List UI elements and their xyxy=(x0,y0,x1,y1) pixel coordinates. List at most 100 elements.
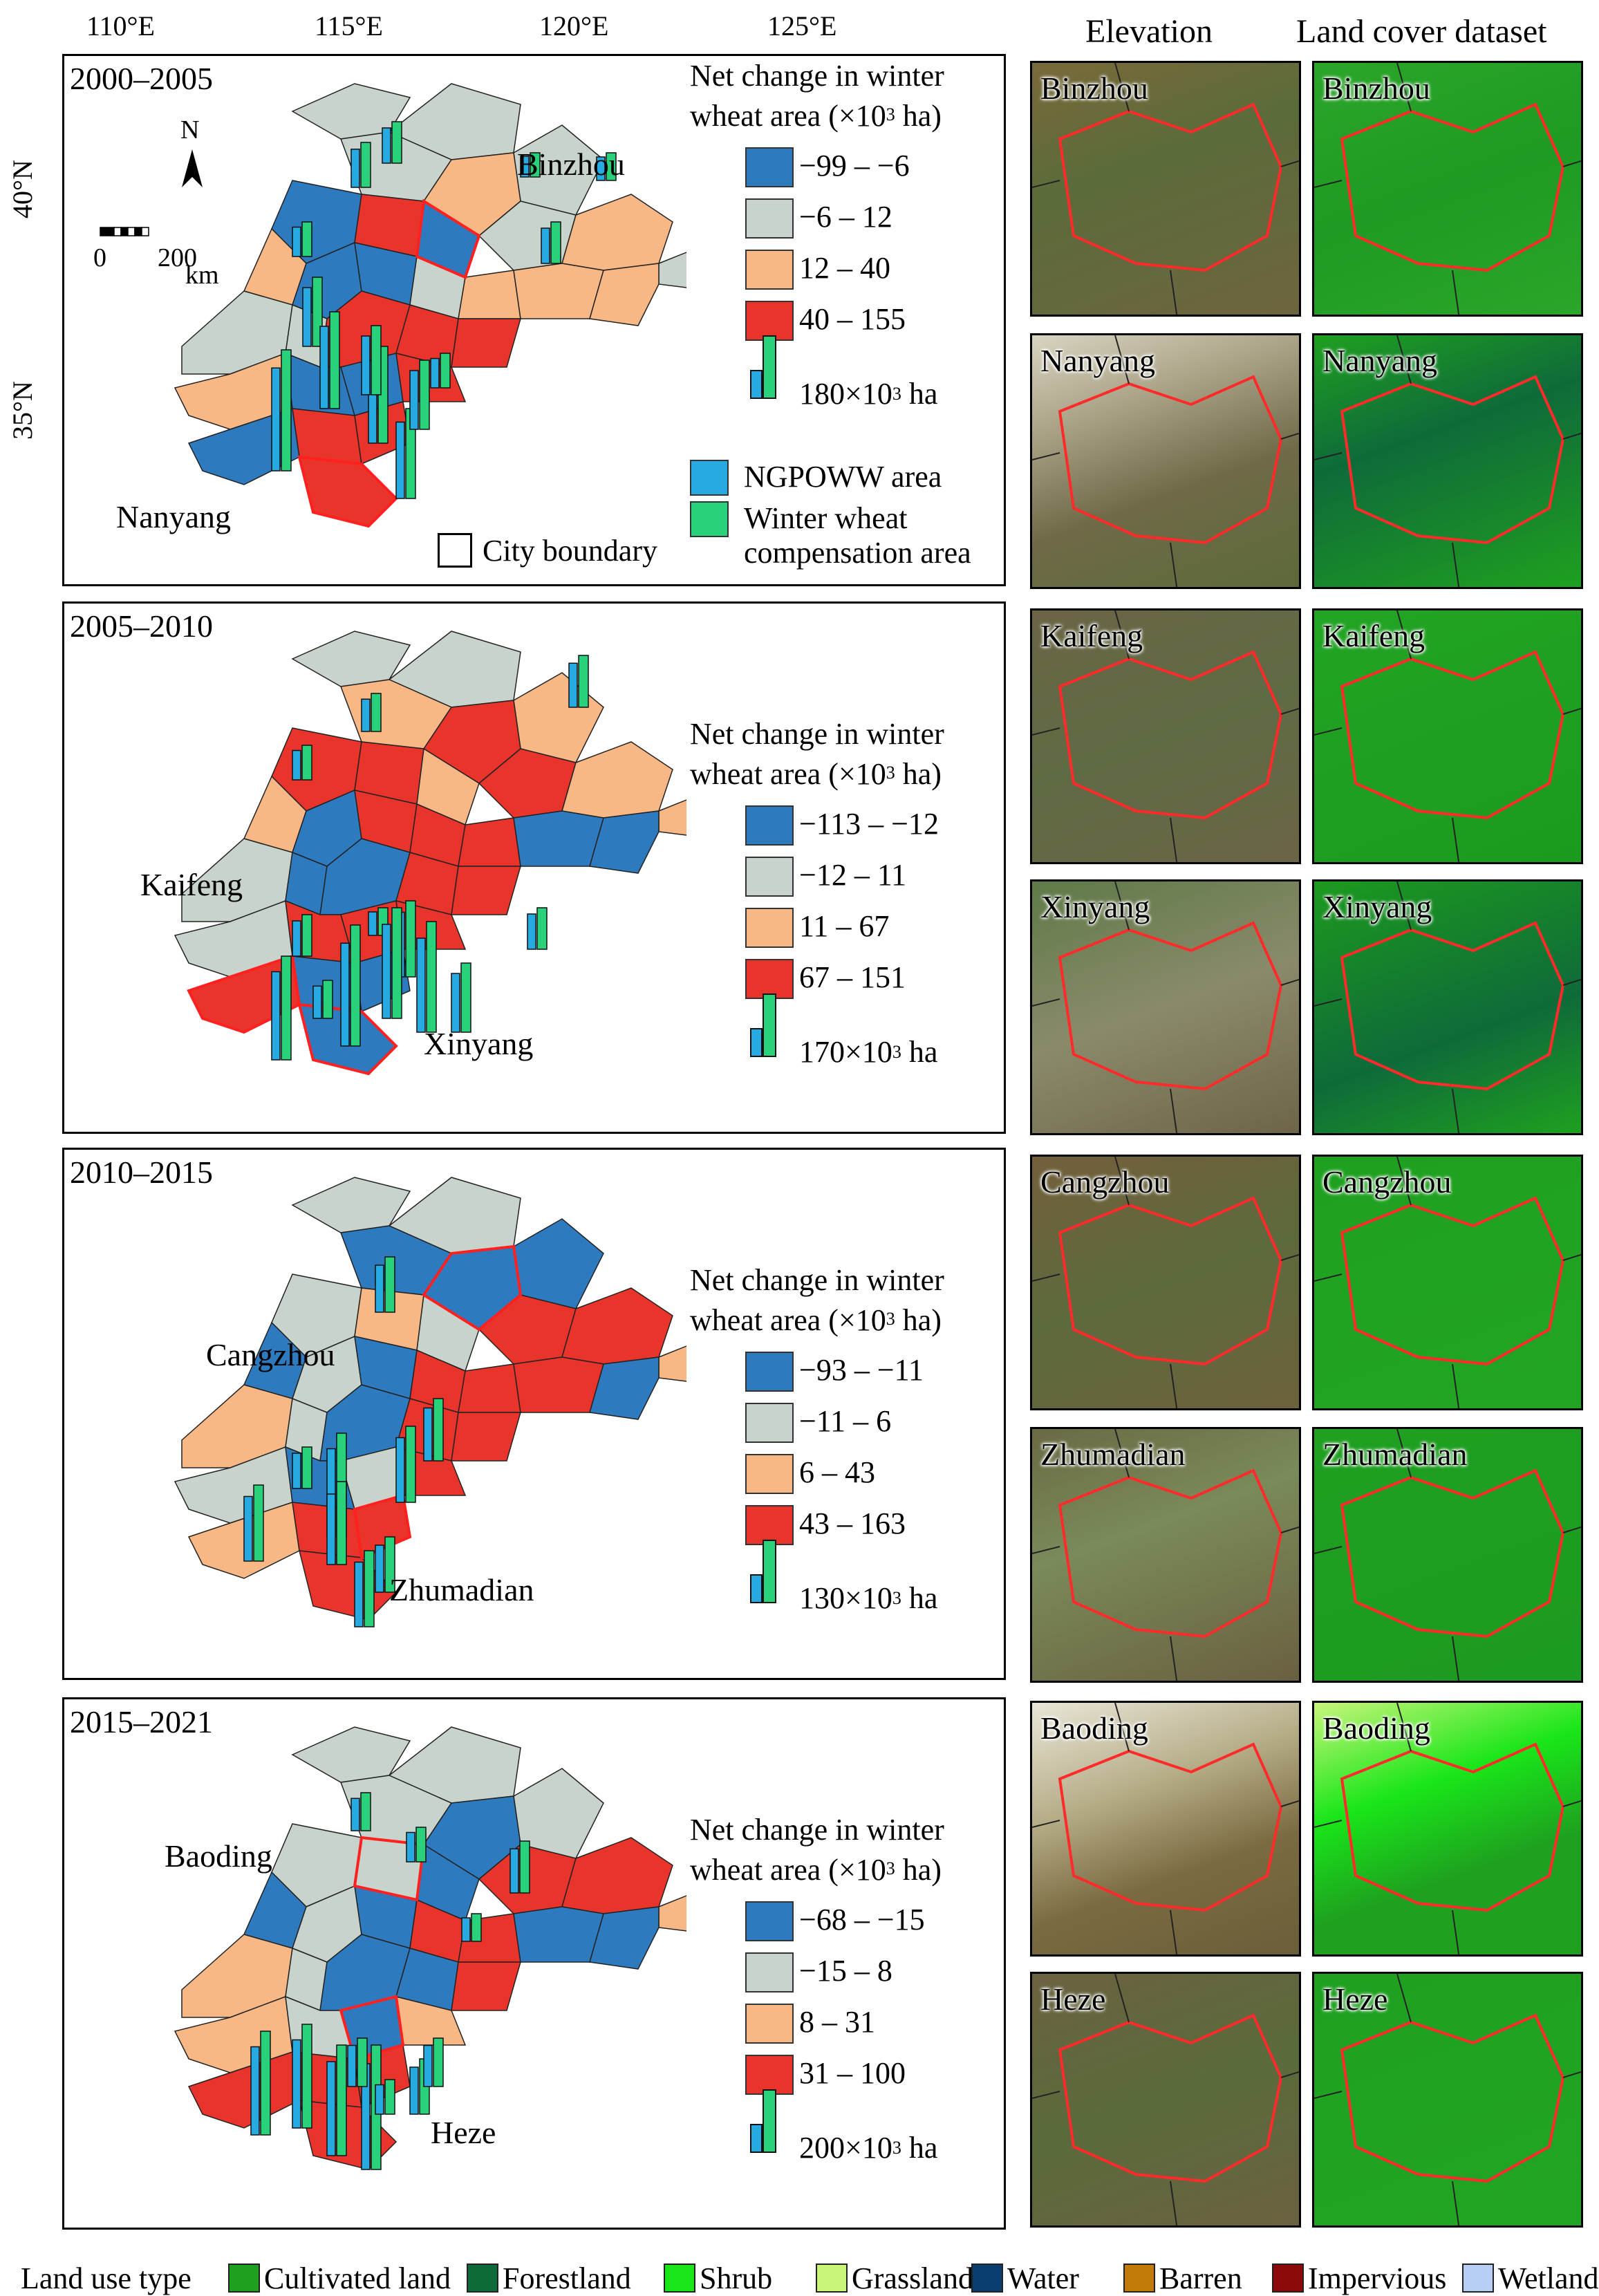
north-arrow-icon xyxy=(182,149,203,187)
legend-class-label: −113 – −12 xyxy=(799,807,939,841)
city-outline xyxy=(1032,63,1299,315)
scale-bar xyxy=(100,227,149,236)
city-outline xyxy=(1032,881,1299,1133)
bar-scale-icon xyxy=(750,2089,776,2153)
city-outline xyxy=(1314,610,1581,862)
bar-scale-label: 130×103 ha xyxy=(799,1581,938,1615)
legend-title-line2: wheat area (×103 ha) xyxy=(690,99,942,133)
legend-class-label: −6 – 12 xyxy=(799,200,892,234)
city-region xyxy=(451,318,521,368)
city-label: Nanyang xyxy=(116,499,232,534)
map-panel-1: 2000–2005 Binzhou Nanyang N 0 200 km City bound… xyxy=(62,54,1006,586)
lat-tick-35: 35°N xyxy=(6,381,38,440)
choropleth-map xyxy=(174,631,686,1076)
city-region xyxy=(513,810,604,867)
city-region xyxy=(458,270,521,319)
city-region xyxy=(451,1412,521,1462)
wheat-area-bar xyxy=(312,980,333,1019)
land-use-label: Water xyxy=(1007,2261,1079,2295)
elevation-header: Elevation xyxy=(1085,13,1213,50)
wheat-area-bar xyxy=(292,914,312,957)
city-label: Binzhou xyxy=(517,147,625,182)
legend-swatch xyxy=(745,2004,794,2044)
land-use-swatch xyxy=(1462,2264,1494,2293)
legend-swatch xyxy=(745,1901,794,1941)
landcover-tile: Kaifeng xyxy=(1312,608,1583,864)
wheat-area-bar xyxy=(319,311,340,409)
wheat-area-bar xyxy=(292,1446,312,1489)
city-outline xyxy=(1314,881,1581,1133)
legend-class-label: −99 – −6 xyxy=(799,149,910,183)
wheat-area-bar xyxy=(361,325,382,395)
legend-swatch xyxy=(745,1403,794,1443)
landcover-tile: Zhumadian xyxy=(1312,1427,1583,1683)
wheat-area-bar xyxy=(271,955,292,1061)
city-region xyxy=(513,672,604,763)
north-label: N xyxy=(180,115,200,144)
elevation-tile: Heze xyxy=(1030,1972,1301,2228)
tile-city-label: Heze xyxy=(1040,1981,1106,2017)
wheat-area-bar xyxy=(430,353,451,389)
legend-title-line2: wheat area (×103 ha) xyxy=(690,1303,942,1337)
city-label: Xinyang xyxy=(424,1026,534,1061)
city-region xyxy=(513,1356,604,1413)
bar-scale-icon xyxy=(750,993,776,1057)
map-panel-4: 2015–2021 Baoding Heze Net change in winter… xyxy=(62,1697,1006,2230)
elevation-tile: Baoding xyxy=(1030,1701,1301,1957)
scale-bar-unit: km xyxy=(185,261,219,290)
compensation-legend-label-2: compensation area xyxy=(744,536,971,570)
city-region xyxy=(291,1726,411,1783)
bar-scale-label: 200×103 ha xyxy=(799,2131,938,2165)
change-legend: Net change in winter wheat area (×103 ha)… xyxy=(690,1810,1015,2225)
legend-class-label: 6 – 43 xyxy=(799,1455,875,1489)
legend-class-label: 11 – 67 xyxy=(799,909,890,943)
legend-swatch xyxy=(690,460,729,496)
ngpoww-legend-label: NGPOWW area xyxy=(744,460,942,494)
wheat-area-bar xyxy=(326,2044,347,2156)
legend-title-line2: wheat area (×103 ha) xyxy=(690,1853,942,1887)
landcover-tile: Baoding xyxy=(1312,1701,1583,1957)
bar-scale-label: 170×103 ha xyxy=(799,1035,938,1069)
land-use-label: Wetland xyxy=(1498,2261,1599,2295)
legend-class-label: 8 – 31 xyxy=(799,2005,875,2039)
city-region xyxy=(299,456,398,527)
legend-title-line1: Net change in winter xyxy=(690,1263,944,1297)
wheat-area-bar xyxy=(354,1550,375,1627)
wheat-area-bar xyxy=(509,1840,530,1894)
wheat-area-bar xyxy=(340,924,361,1047)
city-outline xyxy=(1314,1974,1581,2225)
city-outline xyxy=(1032,1157,1299,1408)
landcover-tile: Binzhou xyxy=(1312,61,1583,317)
city-outline xyxy=(1314,1703,1581,1954)
legend-class-label: −93 – −11 xyxy=(799,1353,924,1387)
wheat-area-bar xyxy=(271,349,292,472)
land-use-label: Barren xyxy=(1159,2261,1242,2295)
city-region xyxy=(291,1177,411,1233)
period-label: 2000–2005 xyxy=(70,61,213,96)
wheat-area-bar xyxy=(520,152,541,178)
legend-class-label: 43 – 163 xyxy=(799,1506,906,1540)
legend-swatch xyxy=(745,908,794,948)
tile-city-label: Kaifeng xyxy=(1322,618,1425,653)
legend-swatch xyxy=(745,1505,794,1545)
wheat-area-bar xyxy=(406,1827,427,1863)
elevation-tile: Zhumadian xyxy=(1030,1427,1301,1683)
city-outline xyxy=(1032,610,1299,862)
bar-scale-icon xyxy=(750,335,776,399)
wheat-area-bar xyxy=(423,1398,444,1462)
legend-class-label: 67 – 151 xyxy=(799,960,906,994)
tile-city-label: Cangzhou xyxy=(1322,1164,1452,1200)
wheat-area-bar xyxy=(302,277,323,347)
wheat-area-bar xyxy=(416,921,437,1033)
city-outline xyxy=(1314,335,1581,587)
wheat-area-bar xyxy=(423,2037,444,2087)
tile-city-label: Xinyang xyxy=(1322,889,1432,924)
city-region xyxy=(513,1906,604,1963)
tile-city-label: Baoding xyxy=(1040,1710,1148,1746)
tile-city-label: Binzhou xyxy=(1322,71,1430,106)
land-use-swatch xyxy=(816,2264,848,2293)
legend-class-label: 31 – 100 xyxy=(799,2056,906,2090)
tile-city-label: Xinyang xyxy=(1040,889,1150,924)
wheat-area-bar xyxy=(350,1792,371,1831)
bar-scale-icon xyxy=(750,1540,776,1603)
